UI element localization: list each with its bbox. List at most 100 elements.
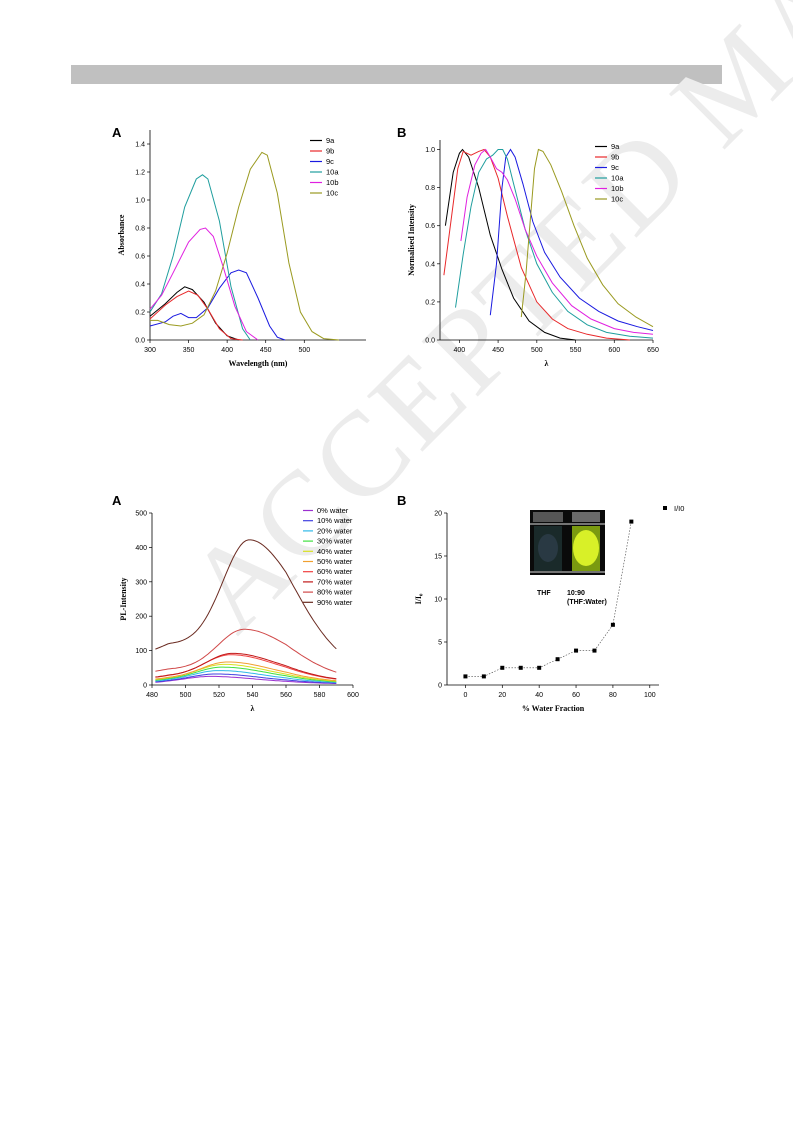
absorbance-chart: A 300 350 400 450 500 0.0 0.2 0.4 0.6 0.8 1.0 1.2 1.4… [112, 125, 366, 368]
data-point [555, 657, 560, 662]
normalised-intensity-chart: B 400 450 500 550 600 650 0.0 0.2 0.4 0.6 0.8 1.0 λ No… [397, 125, 659, 368]
series-line-80water [155, 628, 337, 673]
data-point [629, 519, 634, 524]
panel-letter: B [397, 493, 406, 508]
series-line-9a [149, 286, 239, 341]
x-tick-label: 450 [492, 347, 504, 354]
water-fraction-chart: B 0 20 40 60 80 100 0 5 10 15 20 % Water Fraction I/I… [397, 493, 684, 713]
data-point [481, 674, 486, 679]
series-line-10water [155, 673, 337, 684]
x-tick-label: 650 [647, 347, 659, 354]
x-tick-label: 450 [260, 347, 272, 354]
y-tick-label: 10 [434, 597, 442, 604]
data-point [592, 648, 597, 653]
y-tick-label: 1.4 [135, 142, 145, 149]
legend-marker [663, 506, 667, 510]
legend-label: 10c [326, 189, 338, 198]
inset-label-ratio: 10:90 [567, 590, 585, 597]
x-axis-label: λ [251, 704, 255, 713]
x-tick-label: 400 [221, 347, 233, 354]
y-tick-label: 0.4 [425, 261, 435, 268]
y-tick-label: 0.6 [135, 254, 145, 261]
x-tick-label: 540 [247, 692, 259, 699]
y-tick-label: 1.0 [425, 147, 435, 154]
x-tick-label: 580 [314, 692, 326, 699]
y-axis-label: I/I₀ [414, 593, 423, 604]
series-line-9c [149, 269, 286, 341]
series-line-0water [155, 675, 337, 684]
y-tick-label: 100 [135, 648, 147, 655]
x-tick-label: 40 [535, 692, 543, 699]
x-tick-label: 20 [498, 692, 506, 699]
legend-label: 10c [611, 195, 623, 204]
x-tick-label: 560 [280, 692, 292, 699]
legend-label: 9a [611, 142, 620, 151]
series-line [465, 521, 632, 677]
inset-label-ratio-2: (THF:Water) [567, 599, 607, 606]
legend-label: 10a [611, 174, 624, 183]
series-line-50water [155, 661, 337, 682]
y-axis-label: Normalised Intensity [407, 204, 416, 276]
x-tick-label: 80 [609, 692, 617, 699]
y-tick-label: 0.4 [135, 282, 145, 289]
y-tick-label: 5 [438, 640, 442, 647]
data-point [518, 665, 523, 670]
header-bar [71, 65, 722, 84]
x-tick-label: 600 [347, 692, 359, 699]
x-tick-label: 520 [213, 692, 225, 699]
y-tick-label: 0.0 [425, 338, 435, 345]
series-line-9b [443, 148, 630, 341]
legend-label: 50% water [317, 557, 353, 566]
x-tick-label: 100 [644, 692, 656, 699]
y-tick-label: 500 [135, 511, 147, 518]
legend-label: 0% water [317, 506, 349, 515]
y-axis-label: Absorbance [117, 214, 126, 255]
y-tick-label: 0.8 [135, 226, 145, 233]
legend-label: 9b [326, 147, 334, 156]
series-line-9c [489, 148, 654, 331]
series-line-10b [149, 227, 259, 341]
series-line-30water [155, 666, 337, 683]
y-tick-label: 0 [143, 683, 147, 690]
series-line-10c [150, 151, 340, 341]
data-point [574, 648, 579, 653]
y-tick-label: 1.0 [135, 198, 145, 205]
legend-label: 30% water [317, 537, 353, 546]
legend-label: 9a [326, 136, 335, 145]
x-tick-label: 60 [572, 692, 580, 699]
legend-label: 10b [326, 178, 339, 187]
legend-label: 80% water [317, 588, 353, 597]
legend-label: 9b [611, 153, 619, 162]
series-line-10a [149, 174, 251, 341]
data-point [537, 665, 542, 670]
vial-photo [530, 510, 605, 575]
data-point [500, 665, 505, 670]
legend-label: 9c [326, 157, 334, 166]
data-point [463, 674, 468, 679]
panel-letter: A [112, 493, 122, 508]
legend-label: 40% water [317, 547, 353, 556]
legend-label: 9c [611, 163, 619, 172]
x-tick-label: 350 [183, 347, 195, 354]
panel-letter: A [112, 125, 122, 140]
series-line-20water [155, 670, 337, 683]
y-tick-label: 0.2 [425, 299, 435, 306]
series-line-90water [155, 539, 337, 650]
data-point [610, 622, 615, 627]
x-tick-label: 400 [454, 347, 466, 354]
legend-label: 60% water [317, 567, 353, 576]
y-tick-label: 20 [434, 511, 442, 518]
x-tick-label: 300 [144, 347, 156, 354]
legend-label: 70% water [317, 577, 353, 586]
x-axis-label: λ [545, 359, 549, 368]
legend-label: 10a [326, 168, 339, 177]
y-tick-label: 200 [135, 614, 147, 621]
y-tick-label: 0.6 [425, 223, 435, 230]
y-tick-label: 15 [434, 554, 442, 561]
vial-photo-graphic [530, 512, 605, 573]
x-tick-label: 480 [146, 692, 158, 699]
legend-label: 20% water [317, 526, 353, 535]
x-tick-label: 500 [180, 692, 192, 699]
x-tick-label: 500 [531, 347, 543, 354]
series-line-10b [460, 148, 654, 335]
